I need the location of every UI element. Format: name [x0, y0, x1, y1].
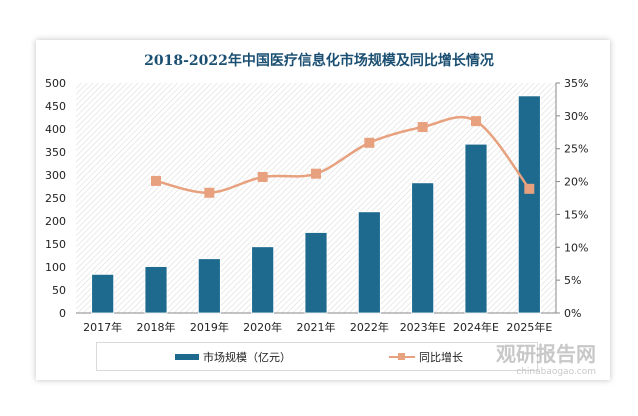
- x-tick-label: 2021年: [297, 320, 336, 334]
- chart-title: 2018-2022年中国医疗信息化市场规模及同比增长情况: [144, 53, 494, 69]
- legend-bar-swatch: [175, 354, 199, 360]
- y-tick-label: 250: [45, 192, 66, 205]
- y-tick-label: 350: [45, 146, 66, 159]
- bar: [464, 143, 488, 314]
- growth-marker: [417, 122, 428, 133]
- y-tick-label: 450: [45, 100, 66, 113]
- x-tick-label: 2019年: [190, 320, 229, 334]
- bar: [304, 232, 328, 314]
- growth-marker: [364, 137, 375, 148]
- y2-tick-label: 10%: [564, 241, 588, 254]
- y2-tick-label: 30%: [564, 110, 588, 123]
- growth-marker: [204, 187, 215, 198]
- growth-marker: [151, 175, 161, 186]
- watermark: 观研报告网 chinabaogao.com: [496, 342, 596, 377]
- y-tick-label: 400: [45, 123, 66, 136]
- growth-marker: [471, 116, 481, 127]
- legend-line-label: 同比增长: [419, 351, 463, 364]
- y2-tick-label: 35%: [564, 77, 588, 90]
- x-tick-label: 2017年: [83, 320, 122, 334]
- y-tick-label: 150: [45, 238, 66, 251]
- x-tick-label: 2023年E: [400, 320, 446, 334]
- x-tick-label: 2022年: [350, 320, 389, 334]
- y2-tick-label: 0%: [564, 307, 581, 320]
- bar: [197, 258, 221, 314]
- y2-tick-label: 25%: [564, 143, 588, 156]
- y-tick-label: 200: [45, 215, 66, 228]
- y-tick-label: 500: [45, 77, 66, 90]
- legend-line-marker: [398, 353, 405, 360]
- y-tick-label: 100: [45, 261, 66, 274]
- growth-marker: [257, 171, 268, 182]
- x-tick-label: 2020年: [243, 320, 282, 334]
- y2-tick-label: 20%: [564, 176, 588, 189]
- bar: [91, 273, 115, 314]
- bar: [411, 182, 435, 314]
- growth-marker: [311, 168, 321, 179]
- x-tick-label: 2018年: [137, 320, 176, 334]
- legend: 市场规模（亿元） 同比增长: [96, 342, 538, 371]
- y2-tick-label: 15%: [564, 208, 588, 221]
- x-tick-label: 2024年E: [453, 320, 499, 334]
- y-tick-label: 300: [45, 169, 66, 182]
- y2-tick-label: 5%: [564, 274, 581, 287]
- bar: [251, 246, 275, 314]
- y-tick-label: 50: [52, 284, 66, 297]
- bar: [517, 95, 541, 314]
- x-tick-label: 2025年E: [506, 320, 552, 334]
- bar: [144, 266, 168, 314]
- legend-bar-label: 市场规模（亿元）: [203, 351, 291, 364]
- bar: [357, 211, 381, 314]
- y-tick-label: 0: [59, 307, 66, 320]
- growth-marker: [524, 183, 535, 194]
